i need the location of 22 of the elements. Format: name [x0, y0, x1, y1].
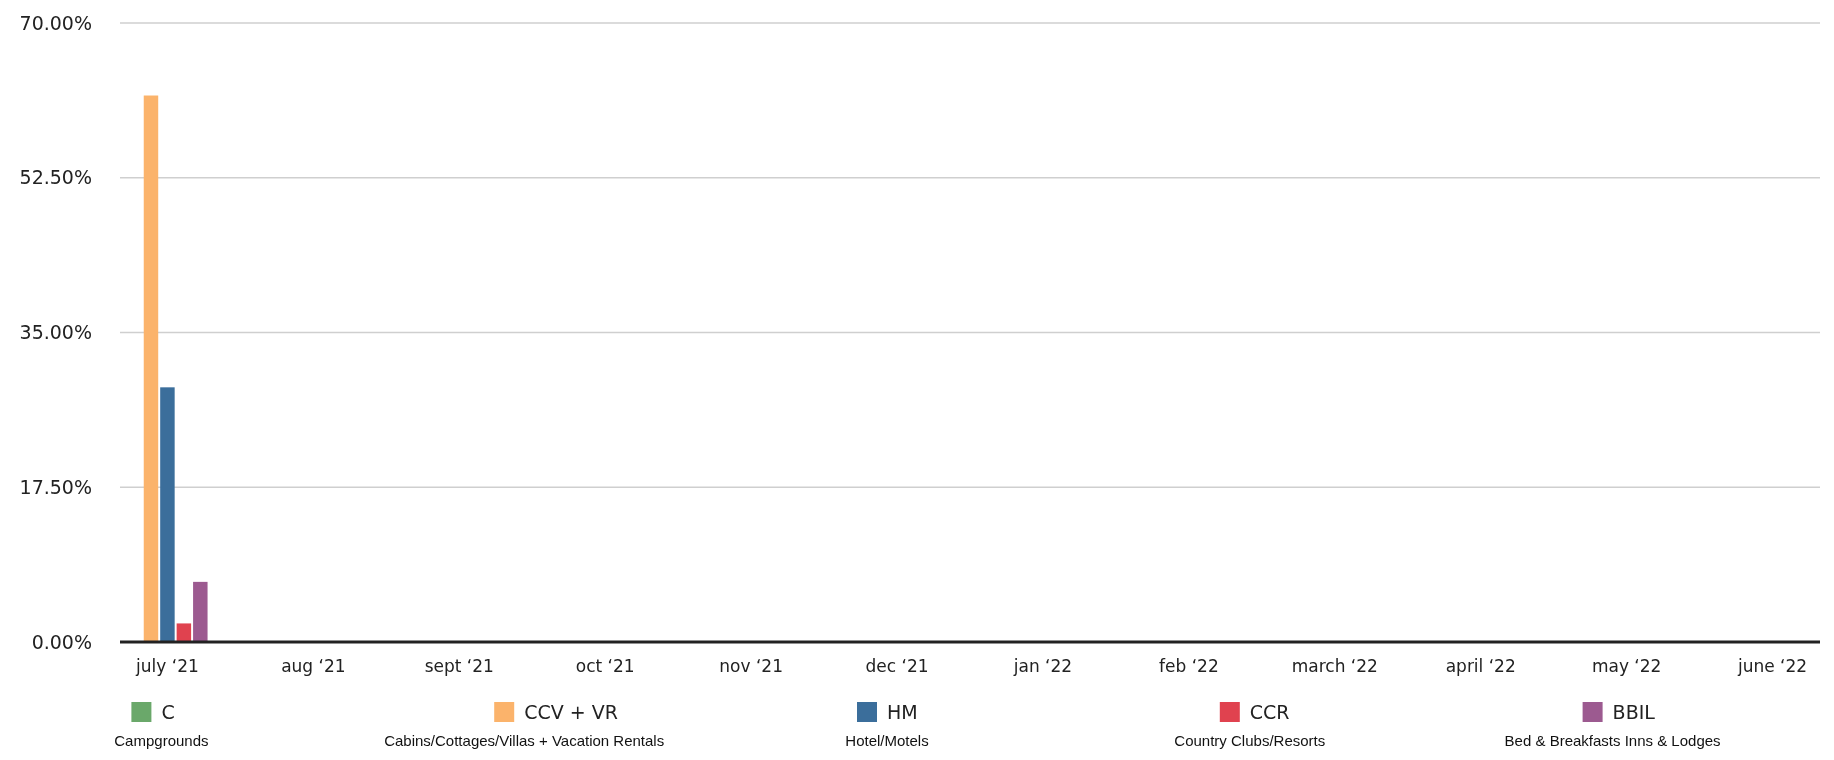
x-tick-label: oct ‘21 [575, 656, 635, 676]
x-tick-label: nov ‘21 [719, 656, 783, 676]
x-tick-label: dec ‘21 [865, 656, 929, 676]
x-tick-label: june ‘22 [1736, 656, 1808, 676]
legend-label: HM Hotel/Motels [845, 701, 929, 749]
x-tick-label: may ‘22 [1591, 656, 1662, 676]
x-tick-label: jan ‘22 [1012, 656, 1073, 676]
y-tick-label: 0.00% [31, 630, 92, 653]
y-tick-label: 70.00% [19, 11, 92, 34]
legend-label: BBIL Bed & Breakfasts Inns & Lodges [1504, 701, 1721, 749]
y-tick-label: 17.50% [19, 475, 92, 498]
x-tick-label: march ‘22 [1291, 656, 1378, 676]
y-tick-label: 35.00% [19, 321, 92, 344]
y-tick-label: 52.50% [19, 166, 92, 189]
legend-label: CCV + VR Cabins/Cottages/Villas + Vacation Rentals [384, 701, 665, 749]
x-tick-label: sept ‘21 [424, 656, 494, 676]
x-tick-label: july ‘21 [135, 656, 199, 676]
x-tick-label: aug ‘21 [281, 656, 346, 676]
legend-label: CCR Country Clubs/Resorts [1174, 701, 1326, 749]
x-tick-label: april ‘22 [1445, 656, 1516, 676]
x-tick-label: feb ‘22 [1159, 656, 1219, 676]
legend-label: C Campgrounds [114, 701, 209, 749]
